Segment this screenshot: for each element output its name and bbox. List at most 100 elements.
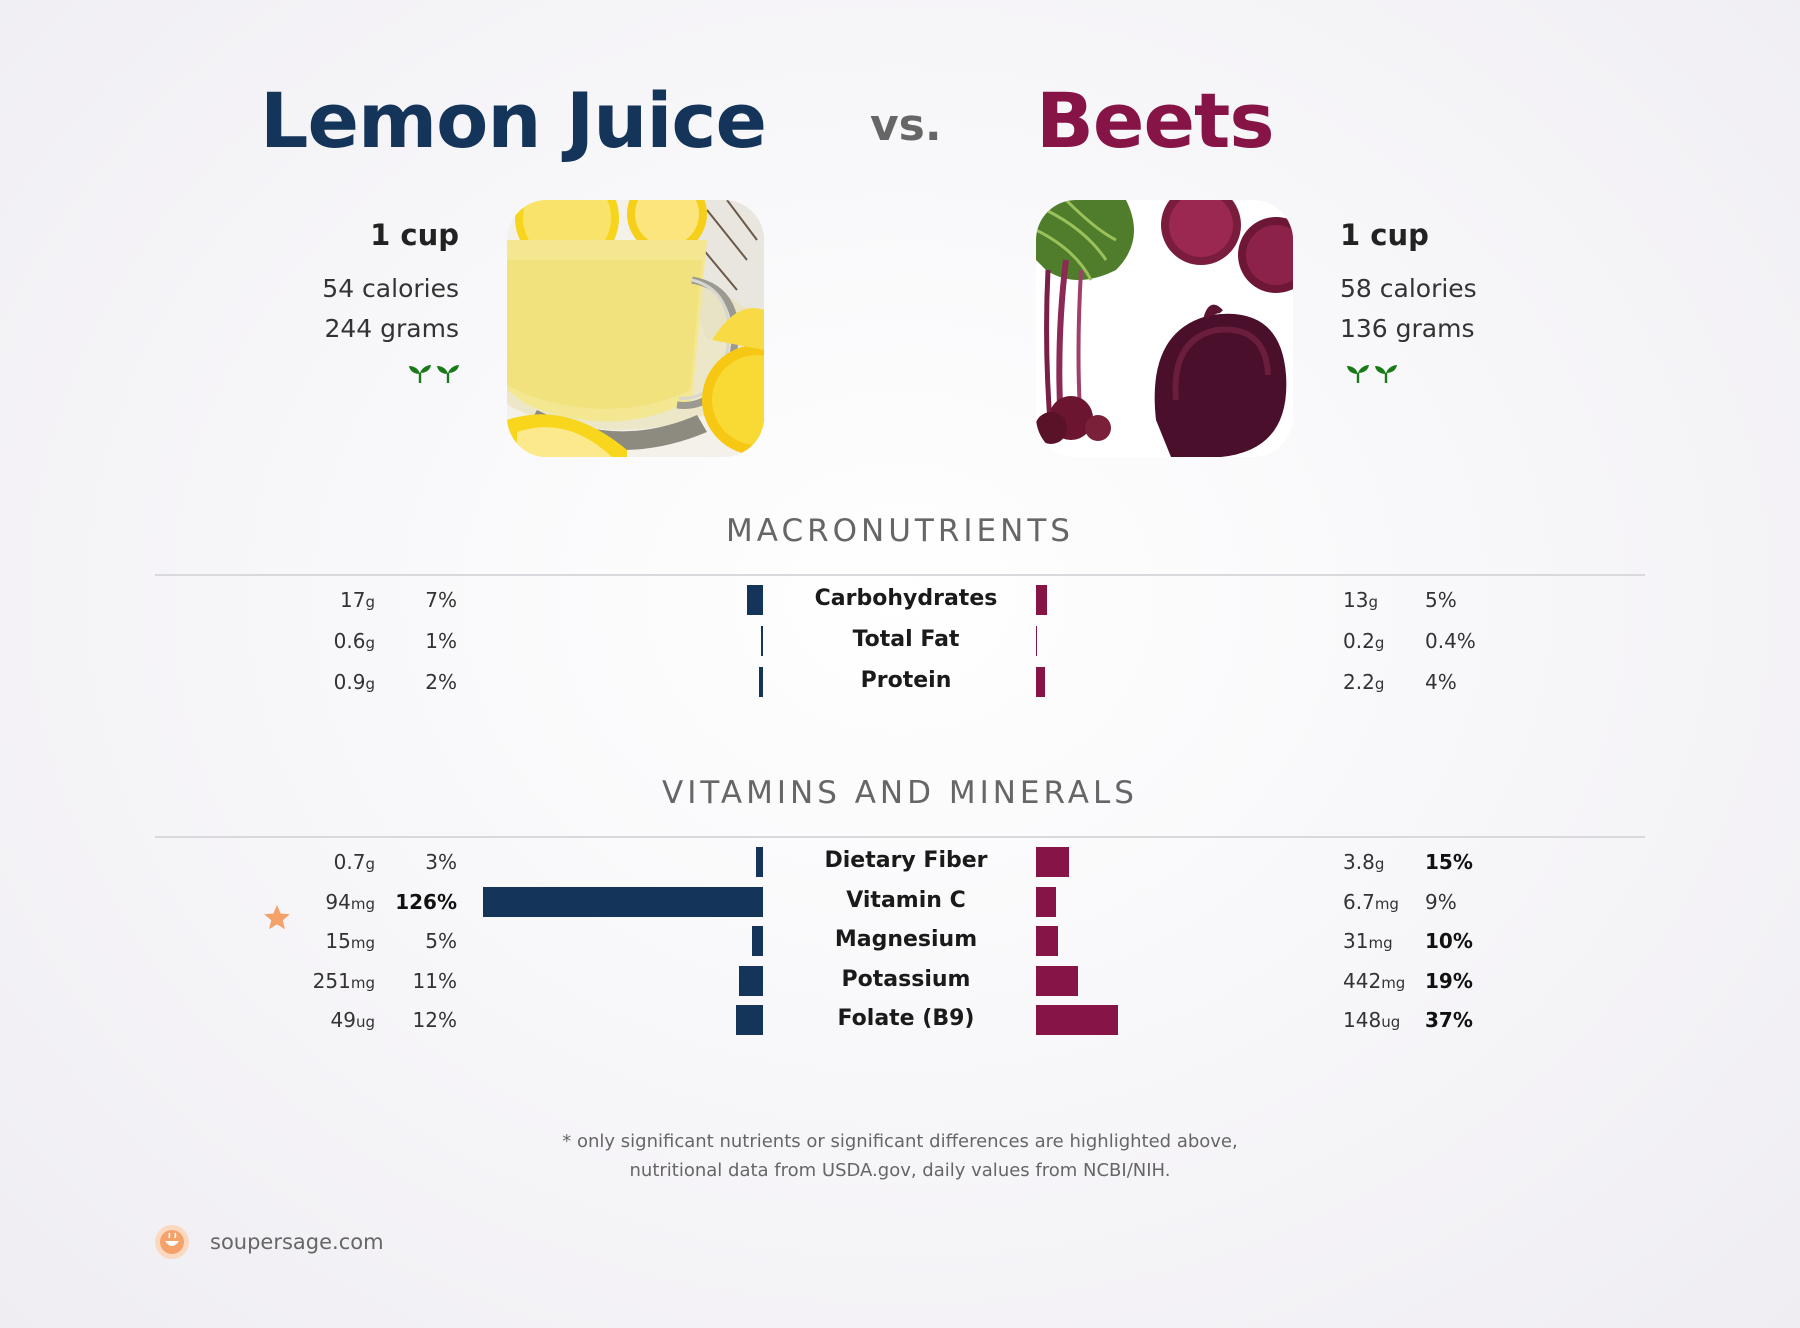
left-bar bbox=[738, 965, 763, 996]
left-bar bbox=[483, 886, 763, 917]
left-bar bbox=[756, 847, 763, 877]
nutrient-label: Potassium bbox=[841, 966, 971, 992]
lemon-juice-photo bbox=[507, 200, 764, 457]
amount-value: 0.7 bbox=[333, 850, 366, 874]
footnote-line-2: nutritional data from USDA.gov, daily va… bbox=[629, 1160, 1171, 1181]
amount-unit: g bbox=[365, 855, 375, 873]
amount-label: 2.2g bbox=[1343, 670, 1384, 694]
right-calories: 58 calories bbox=[1340, 274, 1477, 303]
left-grams: 244 grams bbox=[324, 314, 459, 343]
brand-link[interactable]: soupersage.com bbox=[210, 1230, 384, 1254]
amount-unit: mg bbox=[350, 894, 375, 913]
amount-value: 442 bbox=[1343, 968, 1382, 993]
right-bar bbox=[1036, 585, 1048, 615]
nutrient-label: Dietary Fiber bbox=[824, 848, 988, 873]
amount-label: 31mg bbox=[1343, 929, 1393, 953]
right-percent-label: 4% bbox=[1425, 670, 1457, 694]
amount-label: 0.2g bbox=[1343, 629, 1384, 653]
vitamins-divider bbox=[155, 836, 1645, 838]
right-bar bbox=[1036, 965, 1079, 996]
soupersage-logo-icon bbox=[154, 1224, 190, 1260]
left-calories: 54 calories bbox=[322, 274, 459, 303]
amount-unit: mg bbox=[1374, 894, 1399, 913]
right-bar bbox=[1036, 886, 1056, 917]
right-percent-label: 37% bbox=[1425, 1008, 1473, 1032]
right-percent-label: 9% bbox=[1425, 889, 1457, 914]
nutrient-label: Total Fat bbox=[852, 627, 960, 652]
left-bar bbox=[747, 585, 763, 615]
amount-label: 0.9g bbox=[334, 670, 375, 694]
amount-unit: mg bbox=[350, 973, 375, 992]
amount-label: 6.7mg bbox=[1343, 890, 1399, 914]
amount-label: 251mg bbox=[313, 969, 375, 993]
amount-unit: g bbox=[1374, 634, 1385, 652]
amount-unit: g bbox=[365, 675, 375, 693]
left-vegan-sprouts-icon bbox=[408, 362, 460, 384]
nutrient-label: Carbohydrates bbox=[814, 586, 998, 611]
beets-photo bbox=[1036, 200, 1293, 457]
nutrient-label: Magnesium bbox=[834, 927, 978, 952]
amount-label: 15mg bbox=[325, 929, 375, 953]
amount-label: 94mg bbox=[325, 890, 375, 914]
left-percent-label: 2% bbox=[425, 670, 457, 694]
amount-label: 442mg bbox=[1343, 969, 1405, 993]
right-food-title: Beets bbox=[1036, 76, 1275, 165]
amount-unit: g bbox=[365, 593, 375, 611]
amount-value: 0.6 bbox=[333, 629, 366, 653]
nutrient-label: Vitamin C bbox=[846, 887, 966, 913]
amount-value: 17 bbox=[340, 588, 366, 612]
amount-value: 0.2 bbox=[1343, 629, 1375, 653]
right-percent-label: 15% bbox=[1425, 850, 1473, 874]
amount-value: 148 bbox=[1343, 1008, 1382, 1032]
amount-value: 0.9 bbox=[333, 670, 366, 694]
amount-label: 3.8g bbox=[1343, 850, 1384, 874]
macronutrients-divider bbox=[155, 574, 1645, 576]
right-vegan-sprouts-icon bbox=[1346, 362, 1398, 384]
amount-value: 94 bbox=[325, 889, 351, 914]
right-grams: 136 grams bbox=[1340, 314, 1475, 343]
right-percent-label: 10% bbox=[1425, 929, 1473, 953]
vs-label: vs. bbox=[870, 100, 942, 151]
amount-unit: g bbox=[365, 634, 375, 652]
amount-label: 0.6g bbox=[334, 629, 375, 653]
amount-unit: mg bbox=[1381, 973, 1406, 992]
left-percent-label: 1% bbox=[425, 629, 457, 653]
left-bar bbox=[760, 626, 763, 656]
amount-value: 6.7 bbox=[1343, 889, 1375, 914]
amount-value: 15 bbox=[325, 929, 351, 953]
amount-label: 49ug bbox=[331, 1008, 375, 1032]
amount-value: 251 bbox=[312, 968, 351, 993]
left-bar bbox=[751, 926, 763, 956]
vitamins-title: VITAMINS AND MINERALS bbox=[662, 775, 1138, 811]
right-serving: 1 cup bbox=[1340, 218, 1429, 252]
left-percent-label: 11% bbox=[412, 968, 457, 993]
macronutrients-title: MACRONUTRIENTS bbox=[726, 513, 1074, 549]
amount-unit: ug bbox=[1381, 1013, 1401, 1031]
left-percent-label: 126% bbox=[395, 889, 457, 914]
amount-unit: g bbox=[1374, 675, 1385, 693]
amount-unit: ug bbox=[355, 1013, 375, 1031]
right-percent-label: 19% bbox=[1425, 968, 1473, 993]
right-bar bbox=[1036, 626, 1037, 656]
right-bar bbox=[1036, 1005, 1119, 1035]
left-percent-label: 3% bbox=[425, 850, 457, 874]
left-percent-label: 7% bbox=[425, 588, 457, 612]
amount-unit: mg bbox=[1368, 934, 1393, 952]
right-bar bbox=[1036, 926, 1059, 956]
right-bar bbox=[1036, 667, 1045, 697]
amount-label: 13g bbox=[1343, 588, 1378, 612]
star-icon bbox=[262, 903, 292, 933]
nutrient-label: Protein bbox=[860, 668, 952, 693]
left-bar bbox=[736, 1005, 763, 1035]
amount-label: 17g bbox=[340, 588, 375, 612]
right-percent-label: 0.4% bbox=[1425, 629, 1476, 653]
left-percent-label: 12% bbox=[412, 1008, 457, 1032]
left-bar bbox=[758, 667, 763, 697]
amount-value: 3.8 bbox=[1343, 850, 1375, 874]
nutrient-label: Folate (B9) bbox=[837, 1006, 975, 1031]
amount-value: 13 bbox=[1343, 588, 1369, 612]
amount-value: 49 bbox=[330, 1008, 356, 1032]
amount-label: 0.7g bbox=[334, 850, 375, 874]
right-percent-label: 5% bbox=[1425, 588, 1457, 612]
left-food-title: Lemon Juice bbox=[260, 76, 767, 165]
